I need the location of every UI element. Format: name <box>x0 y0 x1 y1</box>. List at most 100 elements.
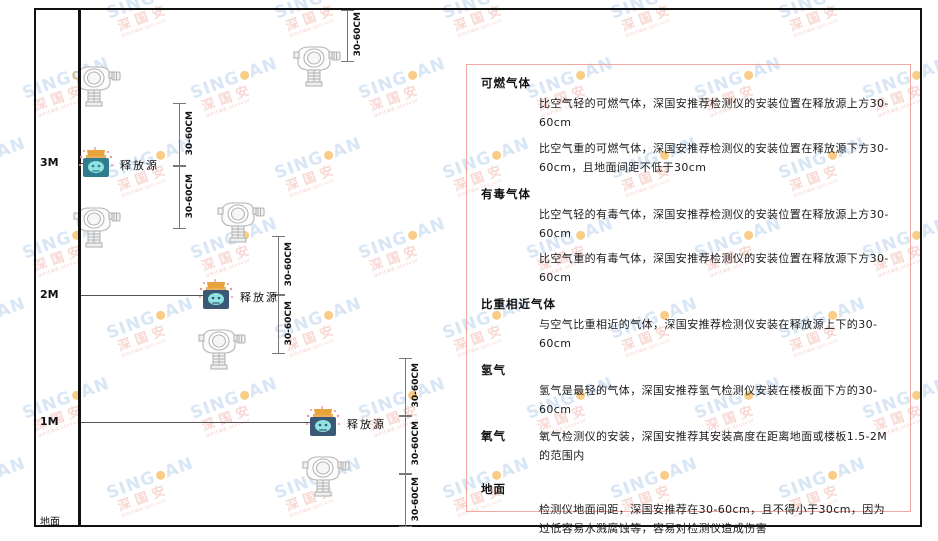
info-paragraph: 与空气比重相近的气体，深国安推荐检测仪安装在释放源上下的30-60cm <box>539 318 878 351</box>
dimension-cap-bottom <box>272 353 285 354</box>
release-source-icon <box>79 147 113 177</box>
gas-detector-icon <box>198 329 246 370</box>
dimension-cap-top <box>272 295 285 296</box>
info-paragraph: 氧气检测仪的安装，深国安推荐其安装高度在距离地面或楼板1.5-2M的范围内 <box>539 429 888 462</box>
info-section-title: 比重相近气体 <box>481 297 556 312</box>
dimension-label: 30-60CM <box>353 12 363 57</box>
watermark-dot-icon <box>826 0 838 1</box>
info-paragraph: 比空气轻的可燃气体，深国安推荐检测仪的安装位置在释放源上方30-60cm <box>539 97 889 129</box>
watermark-subtext: 深圳代理商 6601434 <box>0 6 35 39</box>
diagram-frame <box>34 8 922 527</box>
gas-detector-icon <box>73 207 121 248</box>
info-section-title: 有毒气体 <box>481 186 531 201</box>
dimension-stem <box>405 416 406 474</box>
release-source-icon <box>306 406 340 436</box>
dimension-label: 30-60CM <box>411 476 421 521</box>
dimension-label: 30-60CM <box>284 241 294 286</box>
info-section-body: 氢气是最轻的气体，深国安推荐氢气检测仪安装在楼板面下方的30-60cm <box>539 382 896 420</box>
gas-detector-icon <box>73 66 121 107</box>
dimension-stem <box>347 10 348 62</box>
dimension-line <box>272 295 285 354</box>
dimension-line <box>399 358 412 416</box>
ground-label: 地面 <box>40 517 60 528</box>
vertical-axis <box>78 10 81 527</box>
dimension-label: 30-60CM <box>185 110 195 155</box>
level-label-3m: 3M <box>40 156 59 169</box>
watermark-dot-icon <box>322 0 334 1</box>
dimension-line <box>173 103 186 166</box>
release-source <box>78 147 114 186</box>
info-panel-content: 可燃气体 比空气轻的可燃气体，深国安推荐检测仪的安装位置在释放源上方30-60cm… <box>467 65 910 539</box>
dimension-stem <box>405 474 406 527</box>
gas-detector-icon <box>293 46 341 87</box>
level-label-2m: 2M <box>40 288 59 301</box>
info-paragraph: 比空气重的有毒气体，深国安推荐检测仪的安装位置在释放源下方30-60cm <box>539 252 889 285</box>
info-paragraph: 氢气是最轻的气体，深国安推荐氢气检测仪安装在楼板面下方的30-60cm <box>539 384 878 416</box>
info-section-title: 氧气 <box>481 428 506 443</box>
dimension-cap-top <box>399 416 412 417</box>
dimension-stem <box>179 166 180 229</box>
info-section-title: 地面 <box>481 481 506 496</box>
dimension-cap-bottom <box>399 526 412 527</box>
release-source <box>305 406 341 445</box>
dimension-stem <box>278 295 279 354</box>
gas-detector-icon <box>217 202 265 243</box>
watermark-dot-icon <box>490 0 502 1</box>
watermark-brand-cn: 深国安 <box>0 482 4 515</box>
watermark-brand-cn: 深国安 <box>0 322 4 355</box>
dimension-stem <box>179 103 180 166</box>
dimension-cap-bottom <box>399 415 412 416</box>
watermark-brand-cn: 深国安 <box>0 162 4 195</box>
dimension-label: 30-60CM <box>411 421 421 466</box>
gas-detector <box>68 62 124 113</box>
gas-detector <box>212 198 268 249</box>
info-section: 地面检测仪地面间距，深国安推荐在30-60cm，且不得小于30cm，因为过低容易… <box>481 481 896 539</box>
release-source-label: 释放源 <box>120 159 159 172</box>
info-paragraph: 比空气重的可燃气体，深国安推荐检测仪的安装位置在释放源下方30-60cm，且地面… <box>539 141 889 174</box>
dimension-cap-top <box>341 10 354 11</box>
level-line-2m <box>78 295 206 296</box>
info-section-body: 检测仪地面间距，深国安推荐在30-60cm，且不得小于30cm，因为过低容易水溅… <box>539 501 896 539</box>
watermark-subtext: 深圳代理商 6601434 <box>0 486 35 519</box>
info-section: 有毒气体 比空气轻的有毒气体，深国安推荐检测仪的安装位置在释放源上方30-60cm… <box>481 186 896 289</box>
watermark-dot-icon <box>154 0 166 1</box>
watermark-subtext: 深圳代理商 6601434 <box>0 326 35 359</box>
info-panel: 可燃气体 比空气轻的可燃气体，深国安推荐检测仪的安装位置在释放源上方30-60cm… <box>466 64 911 535</box>
level-line-3m <box>78 163 86 164</box>
info-section-title: 氢气 <box>481 363 506 378</box>
info-paragraph: 比空气轻的有毒气体，深国安推荐检测仪的安装位置在释放源上方30-60cm <box>539 207 889 240</box>
dimension-cap-top <box>173 103 186 104</box>
level-label-1m: 1M <box>40 415 59 428</box>
dimension-stem <box>278 236 279 295</box>
info-section: 氧气 氧气检测仪的安装，深国安推荐其安装高度在距离地面或楼板1.5-2M的范围内 <box>481 428 896 473</box>
dimension-line <box>399 474 412 527</box>
info-section: 氢气氢气是最轻的气体，深国安推荐氢气检测仪安装在楼板面下方的30-60cm <box>481 362 896 420</box>
dimension-cap-top <box>399 474 412 475</box>
dimension-cap-top <box>173 166 186 167</box>
gas-detector <box>193 325 249 376</box>
dimension-cap-bottom <box>173 165 186 166</box>
dimension-cap-bottom <box>399 473 412 474</box>
info-section-body: 与空气比重相近的气体，深国安推荐检测仪安装在释放源上下的30-60cm <box>539 316 896 354</box>
release-source-label: 释放源 <box>240 291 279 304</box>
dimension-cap-top <box>399 358 412 359</box>
gas-detector-icon <box>302 456 350 497</box>
dimension-label: 30-60CM <box>185 173 195 218</box>
dimension-stem <box>405 358 406 416</box>
dimension-cap-bottom <box>272 294 285 295</box>
dimension-line <box>272 236 285 295</box>
release-source-label: 释放源 <box>347 418 386 431</box>
gas-detector <box>288 42 344 93</box>
dimension-label: 30-60CM <box>284 300 294 345</box>
release-source <box>198 279 234 318</box>
dimension-cap-bottom <box>173 228 186 229</box>
dimension-line <box>173 166 186 229</box>
info-section: 比重相近气体与空气比重相近的气体，深国安推荐检测仪安装在释放源上下的30-60c… <box>481 296 896 354</box>
